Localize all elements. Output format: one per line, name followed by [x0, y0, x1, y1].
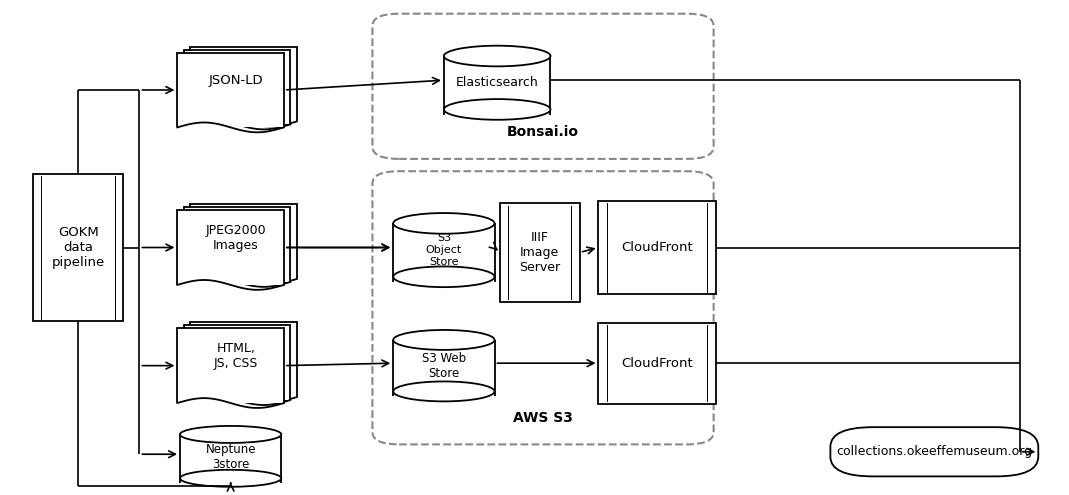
Text: JSON-LD: JSON-LD	[208, 74, 263, 87]
FancyBboxPatch shape	[599, 201, 716, 294]
Text: S3
Object
Store: S3 Object Store	[425, 233, 462, 267]
Polygon shape	[184, 325, 291, 400]
Text: IIIF
Image
Server: IIIF Image Server	[520, 231, 560, 274]
Text: HTML,
JS, CSS: HTML, JS, CSS	[214, 342, 258, 370]
Text: Neptune
3store: Neptune 3store	[205, 443, 255, 471]
Text: Bonsai.io: Bonsai.io	[507, 125, 579, 139]
Ellipse shape	[180, 470, 281, 487]
Polygon shape	[177, 210, 284, 285]
Bar	[444, 56, 551, 115]
Ellipse shape	[393, 330, 495, 350]
Polygon shape	[177, 328, 284, 403]
Ellipse shape	[393, 382, 495, 401]
Polygon shape	[184, 207, 291, 282]
Polygon shape	[190, 322, 297, 397]
FancyBboxPatch shape	[500, 203, 579, 301]
Polygon shape	[190, 47, 297, 121]
Text: collections.okeeffemuseum.org: collections.okeeffemuseum.org	[836, 446, 1033, 458]
Text: GOKM
data
pipeline: GOKM data pipeline	[51, 226, 105, 269]
Polygon shape	[190, 204, 297, 279]
Text: S3 Web
Store: S3 Web Store	[422, 351, 466, 380]
FancyBboxPatch shape	[599, 323, 716, 404]
Polygon shape	[184, 50, 291, 124]
Text: JPEG2000
Images: JPEG2000 Images	[205, 224, 266, 251]
Bar	[393, 340, 495, 396]
Text: Elasticsearch: Elasticsearch	[455, 76, 539, 89]
FancyBboxPatch shape	[33, 174, 124, 321]
Ellipse shape	[393, 266, 495, 287]
Bar	[180, 435, 281, 483]
FancyBboxPatch shape	[372, 171, 714, 445]
FancyBboxPatch shape	[831, 427, 1038, 476]
Text: AWS S3: AWS S3	[513, 411, 573, 425]
FancyBboxPatch shape	[372, 14, 714, 159]
Ellipse shape	[180, 426, 281, 443]
Polygon shape	[177, 52, 284, 127]
Bar	[393, 223, 495, 282]
Ellipse shape	[444, 99, 551, 120]
Text: CloudFront: CloudFront	[621, 357, 693, 370]
Ellipse shape	[393, 213, 495, 234]
Text: CloudFront: CloudFront	[621, 241, 693, 254]
Ellipse shape	[444, 46, 551, 66]
